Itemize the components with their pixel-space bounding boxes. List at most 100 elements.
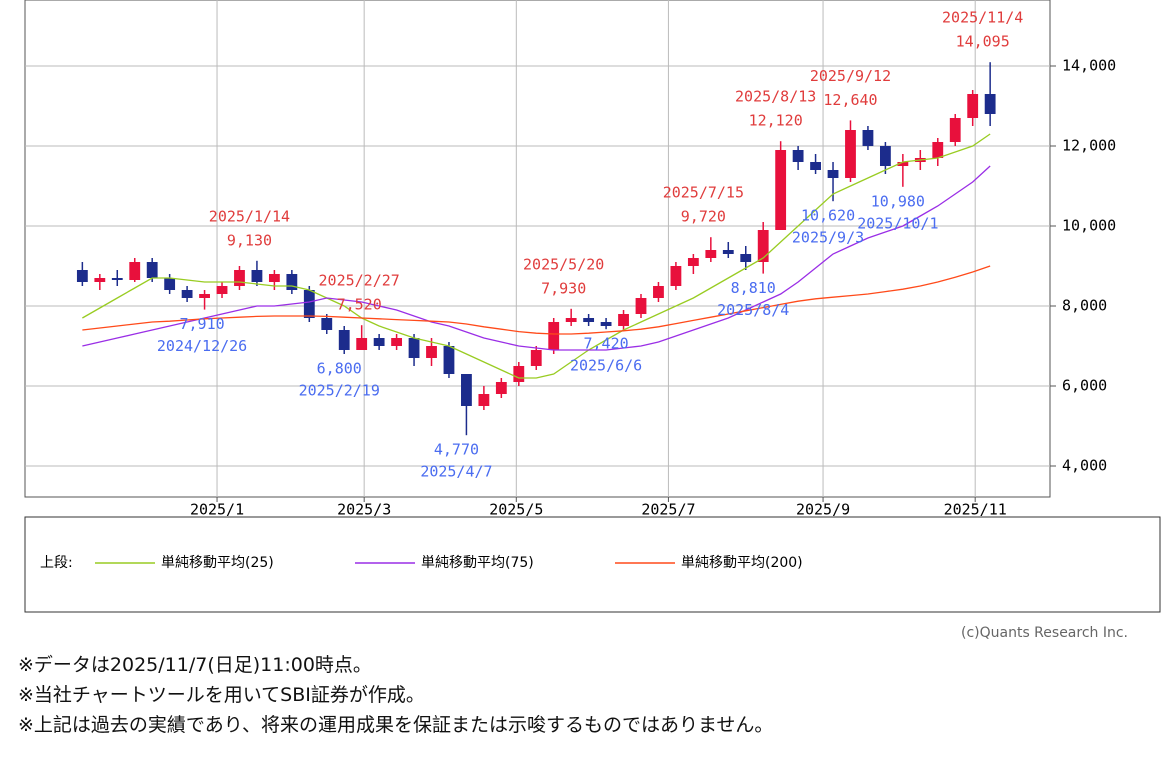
candle-body (164, 278, 176, 290)
x-tick-label: 2025/7 (641, 501, 695, 519)
annotation-value: 12,120 (749, 112, 803, 130)
annotation-date: 2025/8/4 (717, 301, 789, 319)
legend-box (24, 516, 1161, 613)
annotation-date: 2025/5/20 (523, 255, 604, 273)
candle-body (478, 394, 490, 406)
x-tick-label: 2025/1 (190, 501, 244, 519)
candle-body (199, 294, 210, 298)
candle-body (810, 162, 821, 170)
candle-body (286, 274, 298, 290)
candle-body (216, 286, 228, 294)
candle-body (775, 150, 787, 230)
candle-body (932, 142, 944, 158)
y-tick-label: 8,000 (1062, 297, 1107, 315)
candle-body (426, 346, 437, 358)
annotation-date: 2025/1/14 (209, 207, 290, 225)
annotation-value: 14,095 (956, 33, 1010, 51)
annotation-value: 10,620 (801, 207, 855, 225)
candle-body (408, 338, 420, 358)
candle-body (111, 278, 123, 280)
annotation-value: 10,980 (871, 192, 925, 210)
x-tick-label: 2025/9 (796, 501, 850, 519)
annotation-date: 2024/12/26 (157, 337, 247, 355)
candle-body (129, 262, 141, 280)
note: ※データは2025/11/7(日足)11:00時点。 (18, 654, 372, 676)
candle-body (495, 382, 507, 394)
candle-body (461, 374, 472, 406)
candle-body (862, 130, 874, 146)
candle-body (94, 278, 106, 282)
annotation-value: 6,800 (317, 360, 362, 378)
note: ※上記は過去の実績であり、将来の運用成果を保証または示唆するものではありません。 (18, 714, 774, 736)
annotation-date: 2025/7/15 (663, 184, 744, 202)
candle-body (967, 94, 979, 118)
annotation-value: 7,420 (584, 335, 629, 353)
legend-label: 単純移動平均(200) (681, 555, 803, 571)
candle-body (583, 318, 595, 322)
candle-body (548, 322, 560, 350)
candle-body (321, 318, 333, 330)
candle-body (251, 270, 263, 282)
annotation-value: 12,640 (823, 91, 877, 109)
y-tick-label: 6,000 (1062, 377, 1107, 395)
candle-body (268, 274, 280, 282)
plot-frame (24, 0, 1051, 498)
candle-body (653, 286, 664, 298)
candle-body (600, 322, 612, 326)
legend-label: 単純移動平均(25) (161, 555, 274, 571)
candle-body (338, 330, 350, 350)
candle-body (792, 150, 804, 162)
annotation-date: 2025/2/27 (319, 272, 400, 290)
candle-body (705, 250, 717, 258)
candle-body (722, 250, 734, 254)
moving-average-line (82, 165, 991, 351)
annotation-date: 2025/8/13 (735, 88, 816, 106)
legend-title: 上段: (40, 555, 73, 571)
candle-body (303, 290, 315, 318)
candle-body (513, 366, 525, 382)
candle-body (670, 266, 682, 286)
annotation-value: 8,810 (731, 279, 776, 297)
annotation-value: 7,520 (337, 296, 382, 314)
annotation-value: 9,720 (681, 208, 726, 226)
annotation-value: 4,770 (434, 441, 479, 459)
annotation-date: 2025/4/7 (420, 463, 492, 481)
y-tick-label: 14,000 (1062, 57, 1116, 75)
candle-body (565, 318, 577, 322)
candle-body (530, 350, 542, 366)
candle-body (879, 146, 891, 166)
y-tick-label: 4,000 (1062, 457, 1107, 475)
annotation-value: 7,930 (541, 279, 586, 297)
candle-body (740, 254, 752, 262)
candle-body (618, 314, 629, 326)
x-tick-label: 2025/5 (489, 501, 543, 519)
annotation-value: 9,130 (227, 231, 272, 249)
candle-body (234, 270, 245, 286)
x-tick-label: 2025/11 (944, 501, 1007, 519)
candle-body (845, 130, 856, 178)
chart: 上段: (c)Quants Research Inc. 4,000 6,000 8,… (24, 0, 1161, 640)
annotation-value: 7,910 (179, 315, 224, 333)
candle-body (356, 338, 368, 350)
moving-average-line (82, 133, 991, 379)
candle-body (757, 230, 769, 262)
candle-body (76, 270, 88, 282)
x-tick-label: 2025/3 (337, 501, 391, 519)
legend-label: 単純移動平均(75) (421, 555, 534, 571)
note: ※当社チャートツールを用いてSBI証券が作成。 (18, 684, 425, 706)
candle-body (391, 338, 403, 346)
candle-body (181, 290, 193, 298)
candle-body (949, 118, 961, 142)
y-tick-label: 12,000 (1062, 137, 1116, 155)
copyright: (c)Quants Research Inc. (961, 625, 1128, 640)
candle-body (146, 262, 158, 278)
candle-body (443, 346, 455, 374)
moving-average-line (82, 265, 991, 335)
annotation-date: 2025/10/1 (857, 214, 938, 232)
candle-body (635, 298, 647, 314)
candle-body (984, 94, 996, 114)
y-tick-label: 10,000 (1062, 217, 1116, 235)
candle-body (687, 258, 699, 266)
annotation-date: 2025/9/3 (792, 229, 864, 247)
